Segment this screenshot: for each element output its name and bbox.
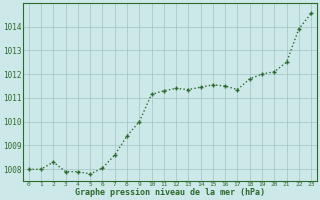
- X-axis label: Graphe pression niveau de la mer (hPa): Graphe pression niveau de la mer (hPa): [75, 188, 265, 197]
